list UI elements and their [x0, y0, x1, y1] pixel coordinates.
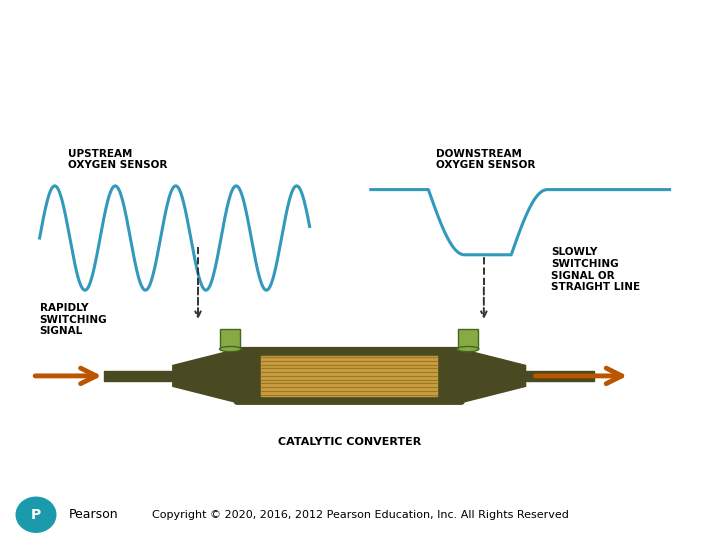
Text: DOWNSTREAM
OXYGEN SENSOR: DOWNSTREAM OXYGEN SENSOR [436, 148, 535, 170]
Text: Figure 78.7 The OBD-II catalytic converter monitor
compares the signals of the u: Figure 78.7 The OBD-II catalytic convert… [18, 21, 578, 86]
Bar [261, 356, 437, 396]
Ellipse shape [457, 347, 479, 352]
Bar [104, 371, 173, 381]
Text: RAPIDLY
SWITCHING
SIGNAL: RAPIDLY SWITCHING SIGNAL [40, 303, 107, 336]
Text: SLOWLY
SWITCHING
SIGNAL OR
STRAIGHT LINE: SLOWLY SWITCHING SIGNAL OR STRAIGHT LINE [551, 247, 640, 292]
FancyBboxPatch shape [235, 348, 464, 404]
Text: Copyright © 2020, 2016, 2012 Pearson Education, Inc. All Rights Reserved: Copyright © 2020, 2016, 2012 Pearson Edu… [152, 510, 568, 519]
Polygon shape [173, 349, 238, 403]
Text: Pearson: Pearson [68, 508, 118, 521]
Text: P: P [31, 508, 41, 522]
Text: CATALYTIC CONVERTER: CATALYTIC CONVERTER [278, 437, 420, 447]
Ellipse shape [16, 497, 56, 532]
Bar [526, 371, 594, 381]
Bar [458, 328, 478, 349]
Ellipse shape [220, 347, 241, 352]
Text: UPSTREAM
OXYGEN SENSOR: UPSTREAM OXYGEN SENSOR [68, 148, 168, 170]
Bar [220, 328, 240, 349]
Polygon shape [461, 349, 526, 403]
